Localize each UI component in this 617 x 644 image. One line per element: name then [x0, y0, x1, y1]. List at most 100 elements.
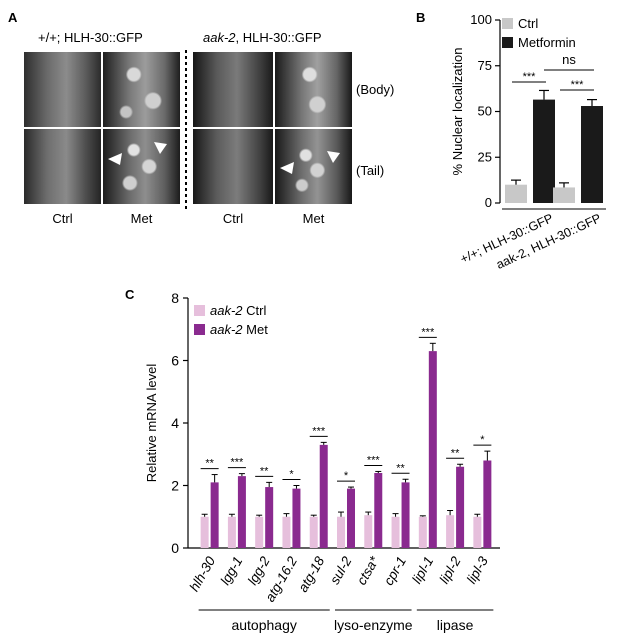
ylabel-b: % Nuclear localization [450, 48, 465, 176]
condition-label-3: Ctrl [222, 211, 244, 226]
tick-label-b-4: 100 [470, 12, 492, 27]
sig-label-c-5: * [344, 470, 349, 482]
bar-c-0-1 [210, 482, 219, 548]
sig-label-c-4: *** [312, 425, 326, 437]
condition-label-4: Met [302, 211, 325, 226]
category-label-c-7: cpr-1 [381, 554, 409, 588]
panel-a-letter: A [8, 10, 18, 25]
micrograph-aak2-ctrl-tail [193, 129, 273, 204]
bar-c-4-0 [309, 516, 318, 548]
category-label-c-1: lgg-1 [218, 554, 246, 588]
panel-c-letter: C [125, 287, 135, 302]
sig-label-c-10: * [480, 434, 485, 446]
row-label-body: (Body) [356, 82, 395, 97]
micrograph-aak2-ctrl-body [193, 52, 273, 127]
sig-label-c-9: ** [451, 447, 460, 459]
bar-c-5-0 [337, 516, 345, 548]
condition-label-2: Met [130, 211, 153, 226]
tick-label-c-4: 8 [171, 290, 179, 306]
legend-genotype-c-0: aak-2 [210, 303, 243, 318]
sig-label-c-1: *** [230, 457, 244, 469]
sig-label-c-6: *** [367, 454, 381, 466]
group-left-label: +/+; HLH-30::GFP [38, 30, 143, 45]
bar-c-7-1 [401, 482, 410, 548]
group-label-c-0: autophagy [231, 617, 296, 633]
bar-c-4-1 [319, 444, 328, 548]
bar-c-1-0 [227, 516, 236, 548]
arrowhead-aak2-left [280, 162, 294, 174]
legend-condition-c-1: Met [243, 322, 269, 337]
group-left-prefix: +/+ [38, 30, 57, 45]
bar-c-8-1 [428, 351, 437, 548]
sig-label-c-3: * [289, 469, 294, 481]
row-label-tail: (Tail) [356, 163, 385, 178]
micrograph-aak2-met-body [275, 52, 352, 127]
category-label-c-6: ctsa* [354, 553, 382, 587]
sig-label-b-0: *** [523, 71, 537, 83]
bar-c-9-1 [456, 466, 465, 548]
micrograph-wt-ctrl-tail [24, 129, 101, 204]
sig-label-c-8: *** [421, 326, 435, 338]
category-label-c-0: hlh-30 [186, 554, 218, 594]
group-right-rest: , HLH-30::GFP [235, 30, 322, 45]
bar-c-8-0 [418, 516, 427, 548]
bar-c-6-0 [364, 515, 373, 548]
bar-c-0-0 [200, 516, 209, 548]
category-label-c-9: lipl-2 [436, 554, 463, 587]
condition-label-1: Ctrl [52, 211, 73, 226]
group-right-label: aak-2, HLH-30::GFP [203, 30, 322, 45]
bar-c-3-0 [282, 516, 291, 548]
tick-label-c-1: 2 [171, 478, 179, 494]
group-left-rest: ; HLH-30::GFP [56, 30, 143, 45]
category-label-c-4: atg-18 [295, 554, 327, 595]
legend-label-c-0: aak-2 Ctrl [210, 303, 266, 318]
bar-c-7-0 [391, 516, 400, 548]
sig-label-b-1: *** [571, 79, 585, 91]
sig-label-c-7: ** [396, 462, 405, 474]
sig-label-c-0: ** [205, 458, 214, 470]
sig-label-b-2: ns [562, 52, 576, 67]
group-right-prefix: aak-2 [203, 30, 236, 45]
bar-b-0-0 [505, 184, 527, 203]
bar-c-2-0 [255, 516, 264, 548]
arrowhead-aak2-right [327, 151, 340, 163]
micrograph-wt-met-body [103, 52, 180, 127]
bar-c-1-1 [237, 476, 246, 548]
bar-c-5-1 [347, 488, 355, 548]
tick-label-c-2: 4 [171, 415, 179, 431]
bar-c-6-1 [374, 473, 383, 548]
bar-b-0-1 [533, 99, 555, 203]
legend-swatch-c-1 [194, 324, 205, 335]
micrograph-wt-met-tail [103, 129, 180, 204]
arrowhead-wt-left [108, 153, 122, 165]
tick-label-c-3: 6 [171, 353, 179, 369]
tick-label-c-0: 0 [171, 540, 179, 556]
micrograph-wt-ctrl-body [24, 52, 101, 127]
category-label-c-5: sul-2 [327, 554, 355, 587]
legend-label-c-1: aak-2 Met [210, 322, 268, 337]
category-label-c-2: lgg-2 [245, 554, 273, 588]
arrowhead-wt-right [154, 142, 167, 154]
tick-label-b-2: 50 [478, 104, 492, 119]
legend-condition-c-0: Ctrl [243, 303, 267, 318]
legend-swatch-c-0 [194, 305, 205, 316]
group-label-c-2: lipase [437, 617, 474, 633]
bar-c-10-0 [473, 516, 482, 548]
bar-c-3-1 [292, 488, 301, 548]
tick-label-b-3: 75 [478, 58, 492, 73]
bar-c-2-1 [265, 487, 274, 548]
tick-label-b-1: 25 [478, 149, 492, 164]
arrowhead-layer [108, 50, 340, 210]
category-label-c-10: lipl-3 [464, 554, 491, 587]
group-label-c-1: lyso-enzyme [334, 617, 413, 633]
ylabel-c: Relative mRNA level [144, 364, 159, 483]
legend-swatch-b-1 [502, 37, 513, 48]
bar-c-10-1 [483, 460, 492, 548]
legend-genotype-c-1: aak-2 [210, 322, 243, 337]
bar-c-9-0 [446, 515, 455, 548]
legend-swatch-b-0 [502, 18, 513, 29]
sig-label-c-2: ** [260, 465, 269, 477]
tick-label-b-0: 0 [485, 195, 492, 210]
